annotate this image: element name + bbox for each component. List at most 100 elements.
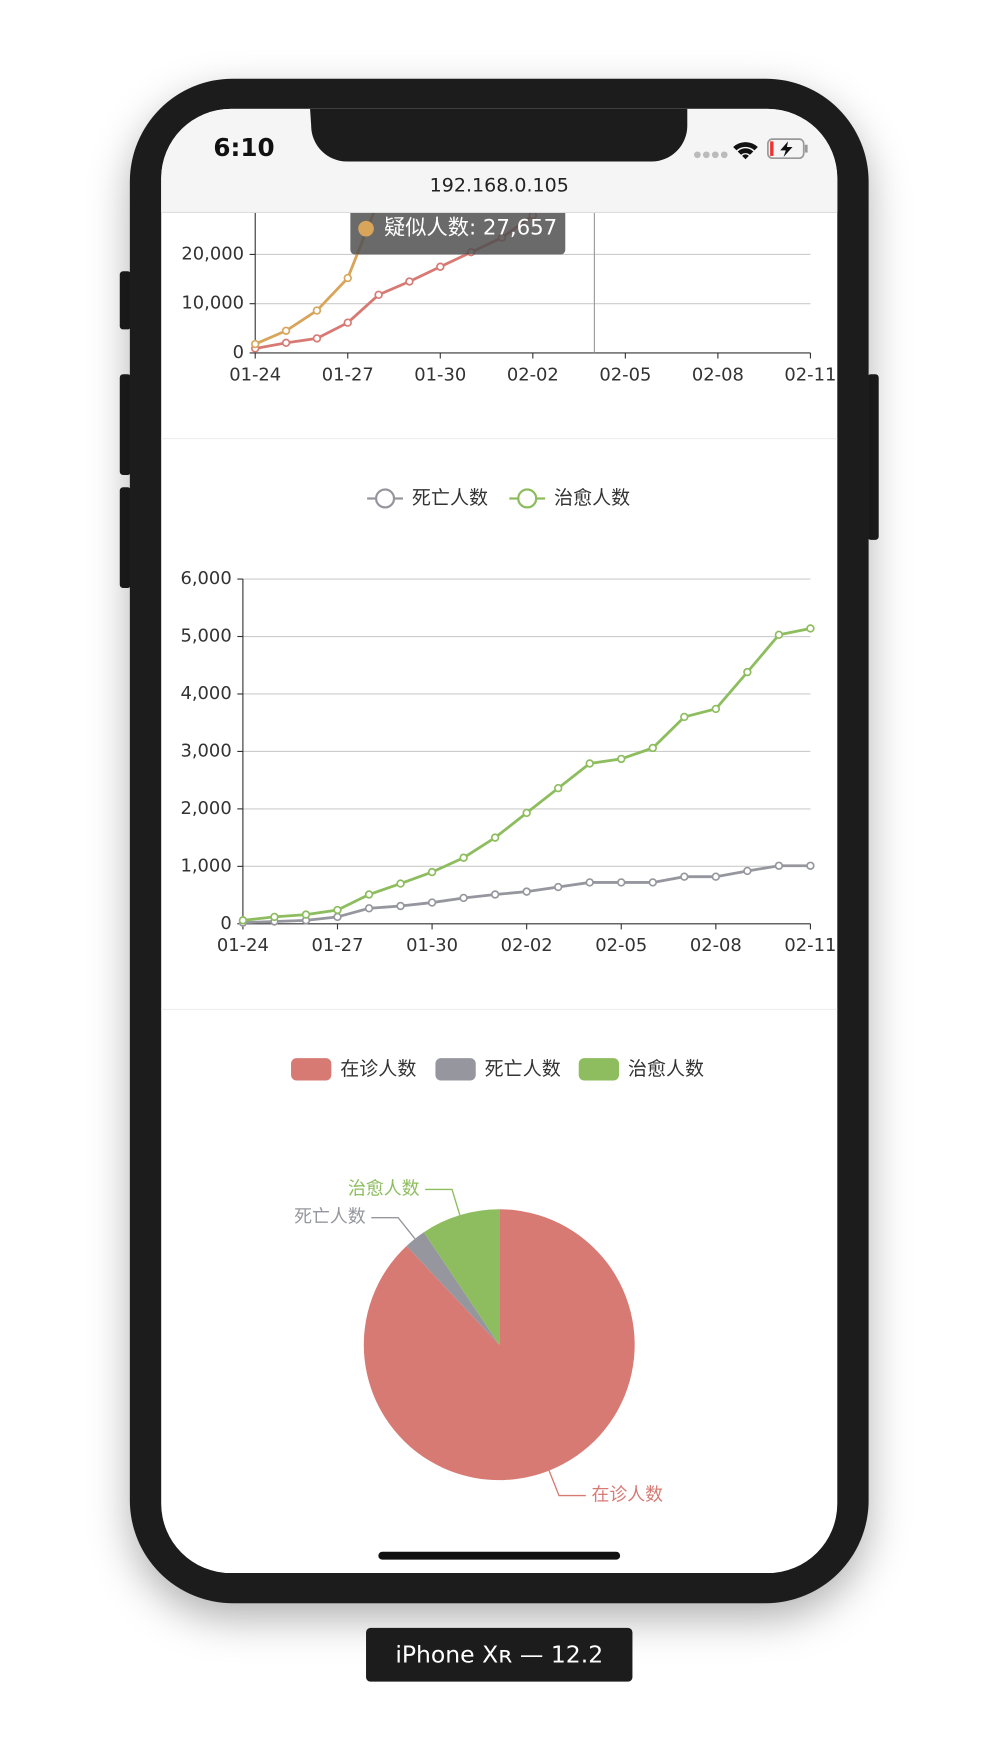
legend-label: 治愈人数 — [628, 1058, 704, 1080]
battery-level — [770, 141, 774, 156]
y-tick-label: 20,000 — [181, 243, 244, 264]
side-button — [119, 271, 131, 330]
data-point — [364, 904, 374, 913]
y-tick-label: 3,000 — [180, 740, 231, 761]
data-point — [648, 878, 657, 887]
x-tick-label: 02-02 — [507, 364, 559, 385]
status-time: 6:10 — [213, 133, 274, 162]
data-point — [774, 630, 784, 639]
y-tick-label: 0 — [233, 342, 244, 363]
pie-slice — [363, 1209, 635, 1481]
data-point — [343, 273, 352, 283]
battery — [767, 138, 805, 160]
data-point — [396, 901, 405, 911]
chart-1: 0 1,000 2,000 3,000 4,000 5,000 6,000 01-24 01-2… — [180, 487, 836, 956]
data-point — [617, 878, 626, 887]
data-point — [343, 318, 352, 327]
data-point — [333, 905, 342, 915]
data-point — [553, 784, 563, 793]
y-tick-label: 4,000 — [180, 683, 231, 704]
url: 192.168.0.105 — [430, 175, 569, 197]
x-tick-label: 01-30 — [414, 364, 466, 385]
legend-icon — [578, 1058, 620, 1081]
legend-icon — [291, 1058, 332, 1081]
data-point — [281, 338, 291, 348]
data-point — [301, 910, 311, 919]
x-tick-label: 02-11 — [784, 364, 836, 385]
data-point — [522, 808, 531, 818]
x-tick-label: 01-24 — [217, 935, 269, 956]
data-point — [617, 754, 626, 764]
data-point — [281, 326, 291, 335]
home-indicator — [378, 1551, 621, 1560]
data-point — [374, 290, 383, 300]
y-tick-label: 0 — [220, 913, 231, 934]
tooltip-text: 疑似人数: 27,657 — [384, 216, 557, 241]
slice-label: 在诊人数 — [591, 1485, 663, 1506]
legend-icon — [435, 1058, 476, 1081]
data-point — [427, 898, 437, 907]
data-point — [251, 339, 260, 349]
legend-label: 治愈人数 — [554, 487, 630, 509]
data-point — [459, 893, 468, 903]
data-point — [774, 861, 784, 870]
data-point — [680, 712, 689, 722]
data-point — [312, 306, 322, 315]
slice-label: 死亡人数 — [294, 1207, 366, 1228]
data-point — [490, 890, 500, 899]
data-point — [405, 277, 414, 286]
tooltip-box — [350, 213, 566, 255]
x-tick-label: 02-08 — [690, 935, 742, 956]
legend-label: 死亡人数 — [412, 487, 488, 509]
data-point — [396, 879, 405, 888]
y-tick-label: 2,000 — [180, 798, 231, 819]
data-point — [490, 833, 500, 842]
signal — [694, 151, 728, 159]
device-label: iPhone Xʀ — 12.2 — [395, 1640, 603, 1668]
legend-icon — [517, 488, 538, 509]
data-point — [743, 667, 752, 677]
x-tick-label: 01-27 — [311, 935, 363, 956]
legend-icon — [374, 488, 396, 509]
data-point — [333, 912, 342, 922]
pie-slice — [423, 1209, 500, 1345]
x-tick-label: 01-27 — [322, 364, 374, 385]
label-line — [371, 1217, 416, 1240]
x-tick-label: 02-11 — [784, 935, 836, 956]
notch — [310, 108, 688, 162]
data-point — [711, 872, 721, 881]
y-tick-label: 1,000 — [180, 855, 231, 876]
data-point — [364, 890, 374, 899]
legend-label: 在诊人数 — [340, 1058, 416, 1080]
data-point — [522, 887, 531, 896]
slice-label: 治愈人数 — [348, 1178, 420, 1199]
charging-icon — [780, 141, 793, 158]
data-point — [806, 624, 815, 633]
tooltip-dot — [358, 220, 374, 237]
data-point — [743, 866, 752, 876]
label-line — [425, 1188, 461, 1216]
y-tick-label: 5,000 — [180, 626, 231, 647]
screen — [161, 108, 838, 1574]
x-tick-label: 02-05 — [599, 364, 651, 385]
y-tick-label: 10,000 — [181, 293, 244, 314]
data-point — [459, 853, 468, 862]
data-point — [238, 916, 248, 925]
wifi-icon — [733, 142, 758, 160]
data-point — [680, 872, 689, 881]
battery-tip — [804, 144, 808, 153]
data-point — [711, 704, 721, 714]
x-tick-label: 02-02 — [501, 935, 553, 956]
side-button — [119, 487, 131, 589]
label-line — [548, 1470, 586, 1497]
chart-0: 0 10,000 20,000 01-24 01-27 01-30 02-02 02-05 02… — [181, 213, 836, 385]
data-point — [312, 334, 322, 343]
side-button — [867, 374, 879, 540]
data-point — [553, 882, 563, 892]
x-tick-label: 01-30 — [406, 935, 458, 956]
x-tick-label: 02-05 — [595, 935, 647, 956]
data-point — [270, 912, 279, 922]
